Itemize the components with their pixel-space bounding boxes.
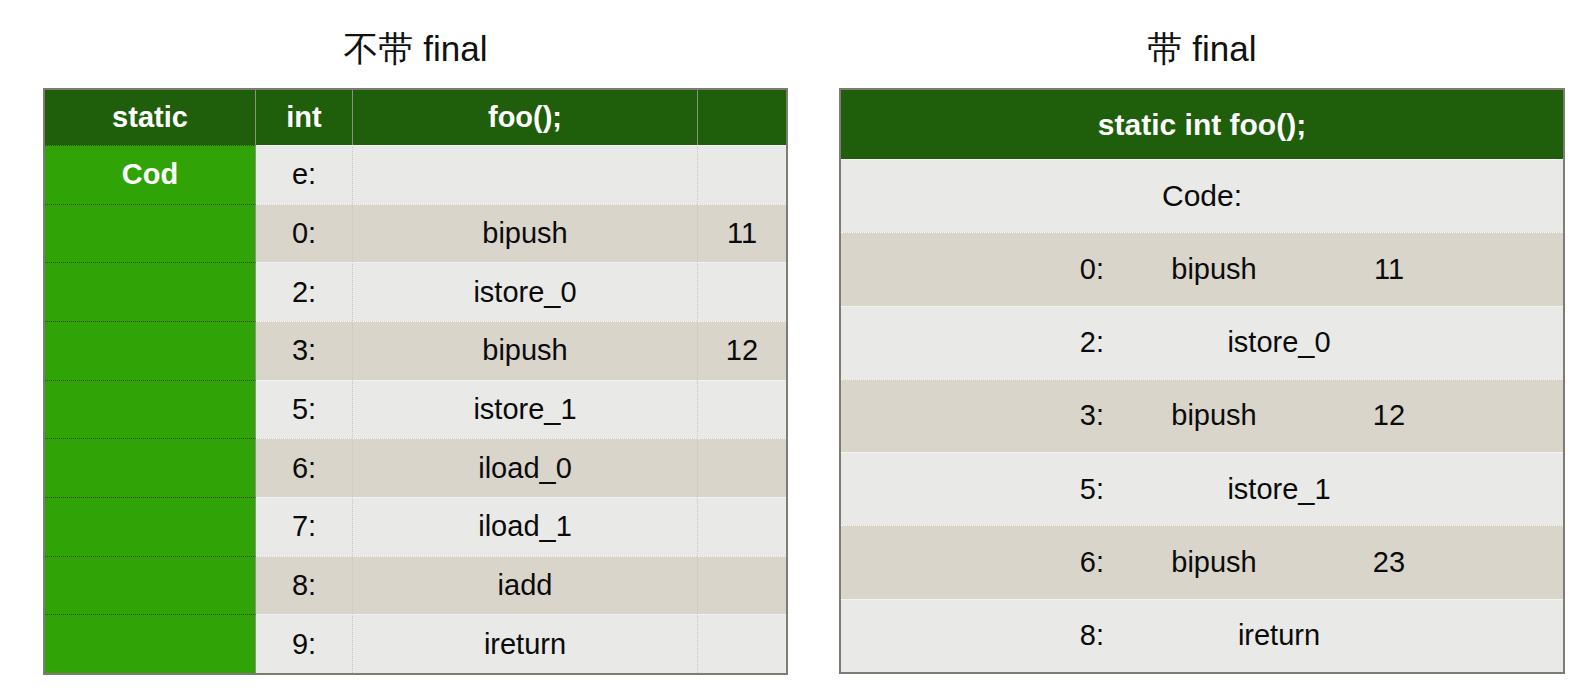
code-column-cell: [45, 380, 256, 439]
operand-cell: [698, 614, 786, 673]
addr-cell: e:: [256, 145, 353, 204]
header-cell-int: int: [256, 90, 353, 145]
instr-cell: bipush: [353, 321, 698, 380]
instr-cell: istore_1: [1104, 453, 1454, 525]
bytecode-table-with-final: static int foo(); Code: 0: bipush 11 2: …: [839, 88, 1565, 674]
addr-cell: 5:: [256, 380, 353, 439]
addr-cell: 9:: [256, 614, 353, 673]
instr-cell: istore_0: [1104, 307, 1454, 379]
operand-cell: 12: [698, 321, 786, 380]
addr-cell: 2:: [256, 262, 353, 321]
operand-cell: [698, 497, 786, 556]
code-column-cell: [45, 204, 256, 263]
addr-cell: 2:: [841, 307, 1104, 379]
instr-cell: iadd: [353, 556, 698, 615]
table-header-row: static int foo();: [45, 90, 786, 145]
instr-cell: bipush: [1104, 380, 1324, 452]
table-row: 6: iload_0: [45, 438, 786, 497]
instr-cell: istore_1: [353, 380, 698, 439]
addr-cell: 0:: [256, 204, 353, 263]
operand-cell: 11: [698, 204, 786, 263]
left-table-title: 不带 final: [43, 26, 788, 72]
addr-cell: 8:: [256, 556, 353, 615]
instr-cell: ireturn: [1104, 600, 1454, 672]
table-row: 3: bipush 12: [841, 379, 1563, 452]
addr-cell: 0:: [841, 233, 1104, 305]
code-column-cell: [45, 556, 256, 615]
table-row: 0: bipush 11: [841, 232, 1563, 305]
header-cell-empty: [698, 90, 786, 145]
table-row: 8: iadd: [45, 556, 786, 615]
table-row: 2: istore_0: [841, 306, 1563, 379]
table-row: 8: ireturn: [841, 599, 1563, 672]
table-row: Cod e:: [45, 145, 786, 204]
code-column-cell: [45, 614, 256, 673]
code-column-cell: [45, 262, 256, 321]
code-column-cell: [45, 438, 256, 497]
table-row: 9: ireturn: [45, 614, 786, 673]
header-cell-foo: foo();: [353, 90, 698, 145]
addr-cell: 6:: [841, 526, 1104, 598]
instr-cell: istore_0: [353, 262, 698, 321]
table-row: 5: istore_1: [45, 380, 786, 439]
operand-cell: 11: [1324, 233, 1454, 305]
table-row: 5: istore_1: [841, 452, 1563, 525]
header-cell-signature: static int foo();: [841, 90, 1563, 159]
instr-cell: bipush: [1104, 233, 1324, 305]
operand-cell: [698, 438, 786, 497]
addr-cell: 6:: [256, 438, 353, 497]
instr-cell: bipush: [353, 204, 698, 263]
instr-cell: iload_0: [353, 438, 698, 497]
addr-cell: 3:: [256, 321, 353, 380]
code-label-row: Code:: [841, 159, 1563, 232]
code-column-cell: [45, 497, 256, 556]
table-row: 2: istore_0: [45, 262, 786, 321]
operand-cell: 23: [1324, 526, 1454, 598]
instr-cell: iload_1: [353, 497, 698, 556]
bytecode-table-without-final: static int foo(); Cod e: 0: bipush 11 2:…: [43, 88, 788, 675]
addr-cell: 7:: [256, 497, 353, 556]
right-table-title: 带 final: [839, 26, 1565, 72]
instr-cell: [353, 145, 698, 204]
instr-cell: bipush: [1104, 526, 1324, 598]
table-row: 3: bipush 12: [45, 321, 786, 380]
addr-cell: 5:: [841, 453, 1104, 525]
header-cell-static: static: [45, 90, 256, 145]
code-column-cell: [45, 321, 256, 380]
operand-cell: 12: [1324, 380, 1454, 452]
table-row: 6: bipush 23: [841, 525, 1563, 598]
operand-cell: [698, 145, 786, 204]
table-row: 7: iload_1: [45, 497, 786, 556]
operand-cell: [698, 262, 786, 321]
operand-cell: [698, 380, 786, 439]
table-row: 0: bipush 11: [45, 204, 786, 263]
addr-cell: 3:: [841, 380, 1104, 452]
code-column-cell: Cod: [45, 145, 256, 204]
operand-cell: [698, 556, 786, 615]
addr-cell: 8:: [841, 600, 1104, 672]
instr-cell: ireturn: [353, 614, 698, 673]
